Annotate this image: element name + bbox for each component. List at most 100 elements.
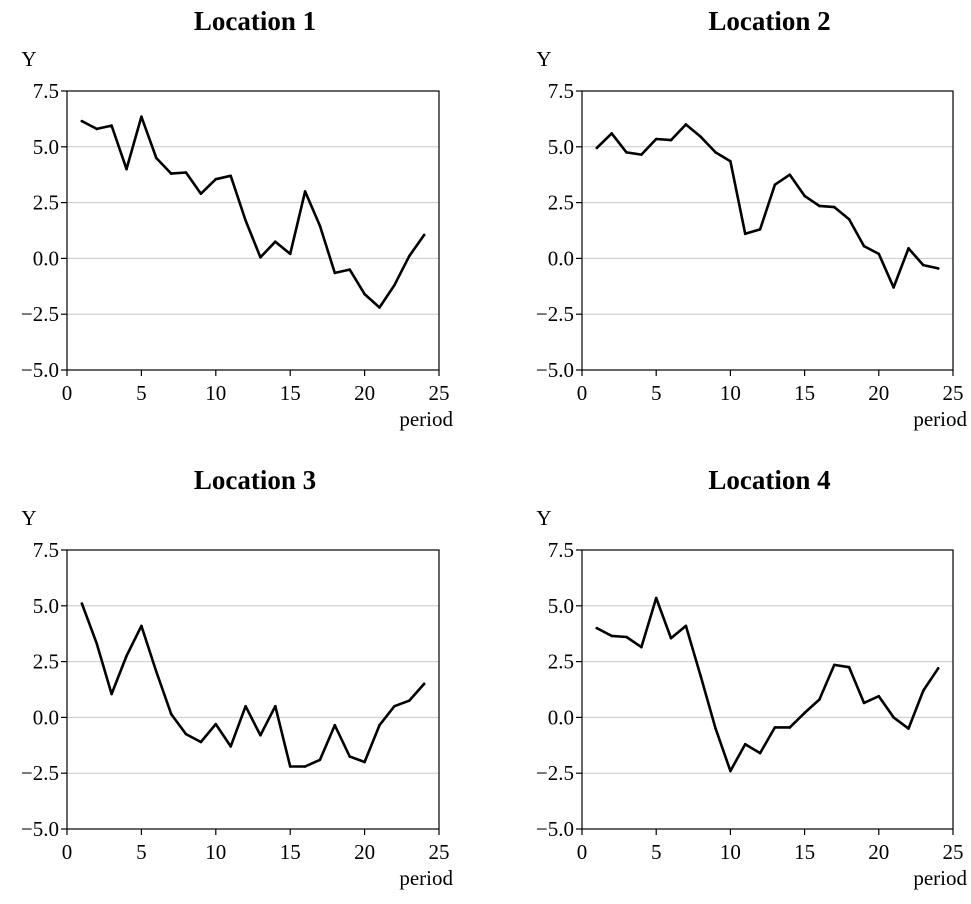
data-point <box>214 722 218 726</box>
data-point <box>669 138 673 142</box>
x-tick-label: 10 <box>205 381 226 405</box>
data-point <box>199 192 203 195</box>
data-point <box>274 240 277 243</box>
data-point <box>348 268 352 271</box>
data-point <box>214 177 218 181</box>
y-axis-label: Y <box>21 47 36 71</box>
data-point <box>669 636 673 640</box>
x-tick-label: 5 <box>651 381 662 405</box>
data-point <box>818 698 821 701</box>
y-tick-label: −5.0 <box>21 358 59 382</box>
data-point <box>288 765 292 768</box>
y-tick-label: 5.0 <box>548 594 574 618</box>
y-tick-label: 0.0 <box>33 705 59 729</box>
data-point <box>378 723 381 727</box>
x-tick-label: 15 <box>280 381 301 405</box>
x-tick-label: 5 <box>651 840 662 864</box>
x-tick-label: 0 <box>62 381 73 405</box>
data-point <box>640 153 643 156</box>
x-tick-label: 25 <box>943 381 964 405</box>
data-point <box>288 252 292 256</box>
x-tick-label: 5 <box>136 381 147 405</box>
data-point <box>184 732 188 736</box>
data-point <box>803 194 806 198</box>
chart-title: Location 1 <box>194 6 316 36</box>
data-point <box>95 642 99 646</box>
data-point <box>80 602 84 605</box>
data-point <box>110 692 113 696</box>
x-tick-label: 25 <box>429 840 450 864</box>
data-point <box>758 751 762 755</box>
data-point <box>877 694 881 698</box>
x-tick-label: 0 <box>577 381 588 405</box>
data-point <box>699 674 703 678</box>
y-tick-label: 0.0 <box>548 705 574 729</box>
y-tick-label: 0.0 <box>33 246 59 270</box>
x-axis-label: period <box>399 407 453 431</box>
x-tick-label: 10 <box>720 381 741 405</box>
data-point <box>274 704 277 708</box>
series-line <box>80 115 426 309</box>
data-point <box>407 254 411 258</box>
data-point <box>907 247 910 250</box>
data-point <box>699 135 703 139</box>
data-point <box>80 119 84 123</box>
data-point <box>125 167 128 171</box>
x-tick-label: 20 <box>868 840 889 864</box>
data-point <box>936 267 940 270</box>
x-tick-label: 15 <box>280 840 301 864</box>
data-point <box>318 758 322 762</box>
data-point <box>229 174 232 178</box>
data-point <box>758 228 762 231</box>
data-point <box>333 271 337 275</box>
data-point <box>140 624 143 628</box>
series-line <box>80 602 426 768</box>
x-tick-label: 20 <box>354 381 375 405</box>
data-point <box>407 699 411 702</box>
data-point <box>625 635 628 639</box>
data-point <box>422 233 426 237</box>
y-tick-label: 5.0 <box>548 135 574 159</box>
x-tick-label: 15 <box>794 381 815 405</box>
data-point <box>773 183 777 187</box>
x-tick-label: 5 <box>136 840 147 864</box>
data-point <box>422 682 426 686</box>
data-point <box>363 760 366 764</box>
data-point <box>877 252 881 256</box>
data-point <box>348 755 352 758</box>
series-line <box>595 123 940 289</box>
x-tick-label: 25 <box>429 381 450 405</box>
y-axis-label: Y <box>21 506 36 530</box>
chart-title: Location 3 <box>194 465 316 495</box>
y-tick-label: 5.0 <box>33 594 59 618</box>
data-point <box>318 224 322 228</box>
data-point <box>393 704 396 708</box>
x-tick-label: 15 <box>794 840 815 864</box>
y-tick-label: −5.0 <box>536 358 574 382</box>
x-tick-label: 20 <box>354 840 375 864</box>
data-point <box>595 146 599 150</box>
data-point <box>743 232 747 236</box>
plot-frame <box>581 90 954 371</box>
y-tick-label: 2.5 <box>548 650 574 674</box>
data-point <box>303 765 307 768</box>
x-axis-label: period <box>399 866 453 890</box>
data-point <box>922 689 925 692</box>
data-point <box>125 654 128 658</box>
data-point <box>303 190 307 193</box>
x-axis-label: period <box>913 866 967 890</box>
data-point <box>684 123 688 126</box>
y-tick-label: −2.5 <box>21 761 59 785</box>
data-point <box>862 701 866 705</box>
data-point <box>333 723 337 727</box>
data-point <box>154 156 158 160</box>
chart-title: Location 2 <box>708 6 830 36</box>
data-point <box>393 283 396 287</box>
y-tick-label: −2.5 <box>536 761 574 785</box>
y-tick-label: −5.0 <box>536 817 574 841</box>
